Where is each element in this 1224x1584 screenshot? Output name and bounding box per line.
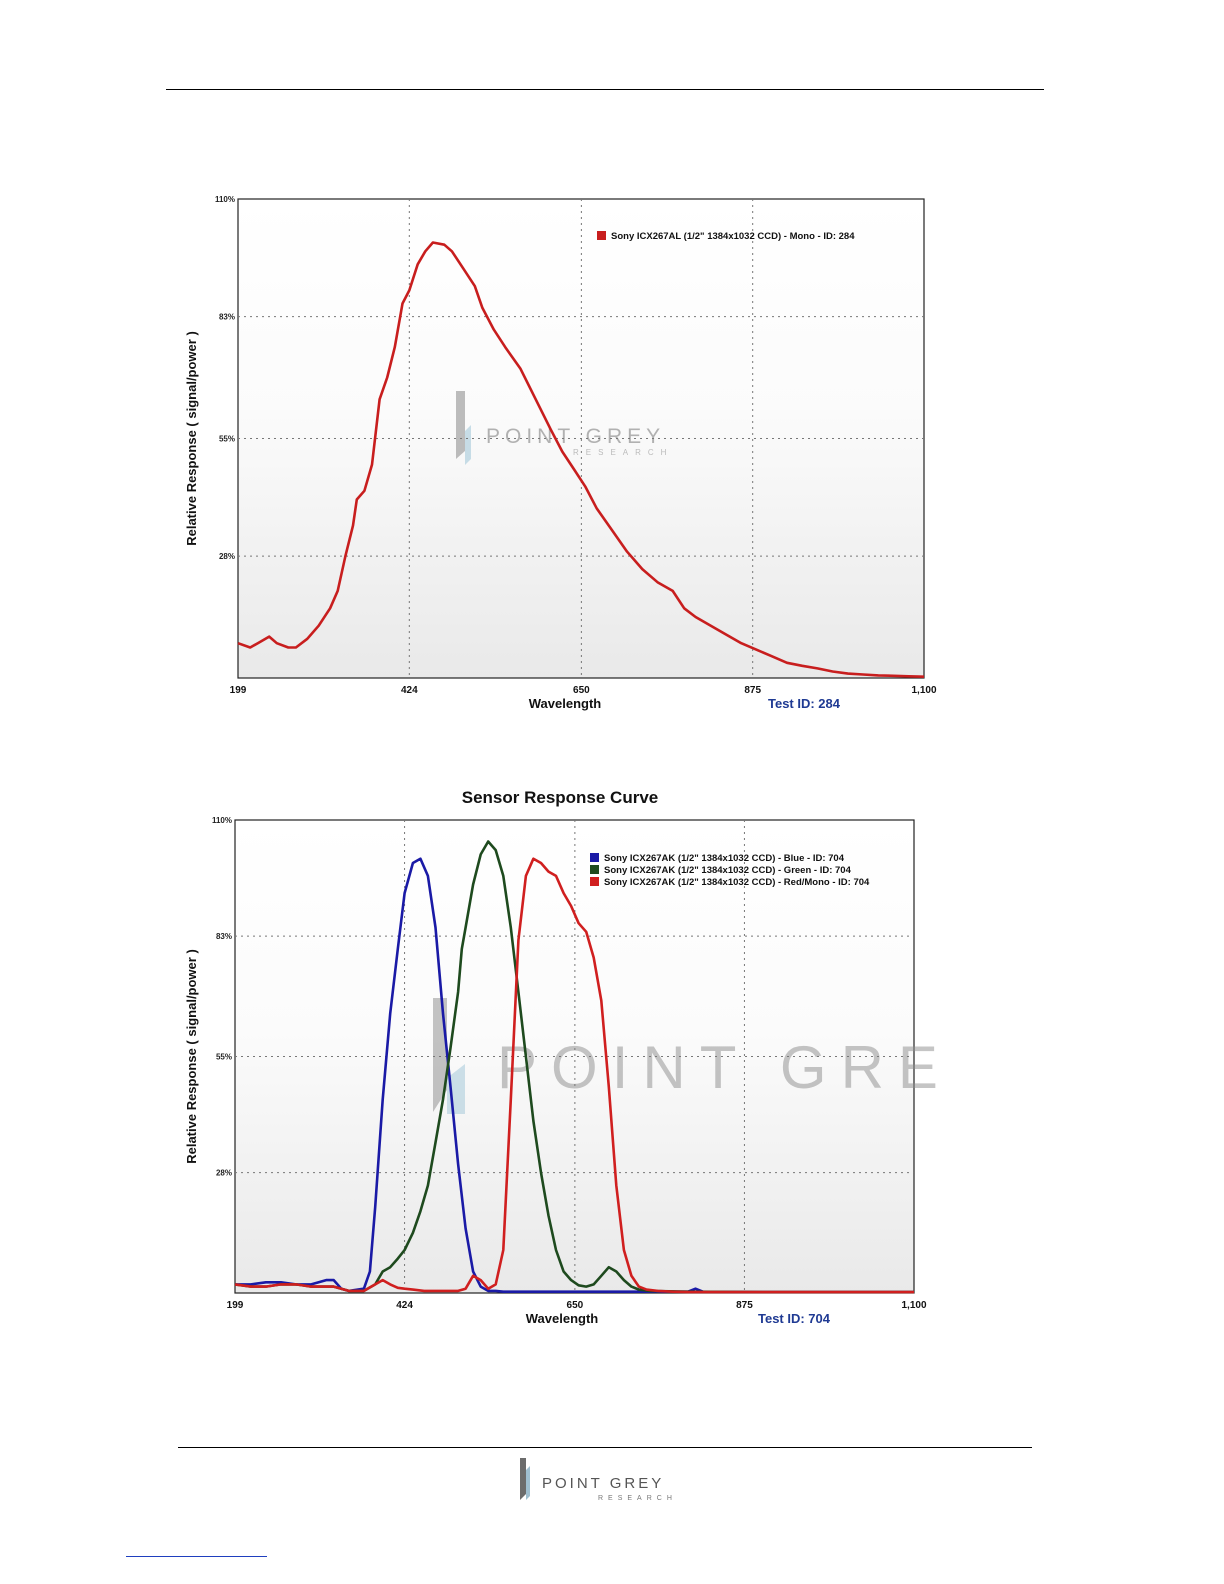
x-axis-title: Wavelength	[526, 1311, 599, 1326]
y-tick-label: 83%	[216, 932, 232, 941]
y-tick-label: 110%	[212, 816, 232, 825]
watermark-word: POINT GREY	[486, 425, 665, 448]
x-tick-label: 875	[744, 685, 761, 696]
footer-link[interactable]	[126, 1556, 267, 1557]
logo-wordmark: POINT GREY	[542, 1475, 664, 1492]
series-line-2	[234, 857, 914, 1294]
legend-label-0: Sony ICX267AK (1/2" 1384x1032 CCD) - Blu…	[604, 853, 845, 864]
legend-label-0: Sony ICX267AL (1/2" 1384x1032 CCD) - Mon…	[611, 231, 855, 242]
x-tick-label: 424	[396, 1300, 413, 1311]
y-tick-label: 55%	[216, 1053, 232, 1062]
y-tick-label: 28%	[219, 552, 235, 561]
x-tick-label: 650	[567, 1300, 584, 1311]
x-tick-label: 424	[401, 685, 418, 696]
test-id-label: Test ID: 284	[768, 696, 841, 711]
point-grey-footer-logo: POINT GREY RESEARCH	[520, 1458, 677, 1502]
x-tick-label: 875	[736, 1300, 753, 1311]
x-tick-label: 1,100	[901, 1300, 926, 1311]
legend-swatch-0	[597, 231, 606, 240]
logo-subtitle: RESEARCH	[598, 1495, 677, 1502]
y-tick-label: 28%	[216, 1169, 232, 1178]
legend-swatch-2	[590, 877, 599, 886]
y-tick-label: 83%	[219, 313, 235, 322]
series-line-0	[235, 857, 914, 1294]
legend-swatch-0	[590, 853, 599, 862]
x-tick-label: 650	[573, 685, 590, 696]
series-line-0	[237, 241, 925, 678]
x-tick-label: 1,100	[911, 685, 936, 696]
watermark-subword: RESEARCH	[573, 448, 673, 457]
legend-swatch-1	[590, 865, 599, 874]
x-tick-label: 199	[230, 685, 247, 696]
watermark-word: POINT GRE	[497, 1034, 952, 1101]
legend-label-1: Sony ICX267AK (1/2" 1384x1032 CCD) - Gre…	[604, 865, 852, 876]
legend-label-2: Sony ICX267AK (1/2" 1384x1032 CCD) - Red…	[604, 877, 870, 888]
x-tick-label: 199	[227, 1300, 244, 1311]
y-tick-label: 55%	[219, 435, 235, 444]
header-rule	[166, 89, 1044, 90]
y-axis-title: Relative Response ( signal/power )	[184, 331, 199, 546]
footer-rule	[178, 1447, 1032, 1448]
y-axis-title: Relative Response ( signal/power )	[184, 949, 199, 1164]
logo-mark-icon	[456, 391, 465, 459]
chart-title: Sensor Response Curve	[461, 788, 659, 807]
y-tick-label: 110%	[215, 195, 235, 204]
x-axis-title: Wavelength	[529, 696, 602, 711]
logo-mark-icon	[520, 1458, 526, 1500]
test-id-label: Test ID: 704	[758, 1311, 831, 1326]
